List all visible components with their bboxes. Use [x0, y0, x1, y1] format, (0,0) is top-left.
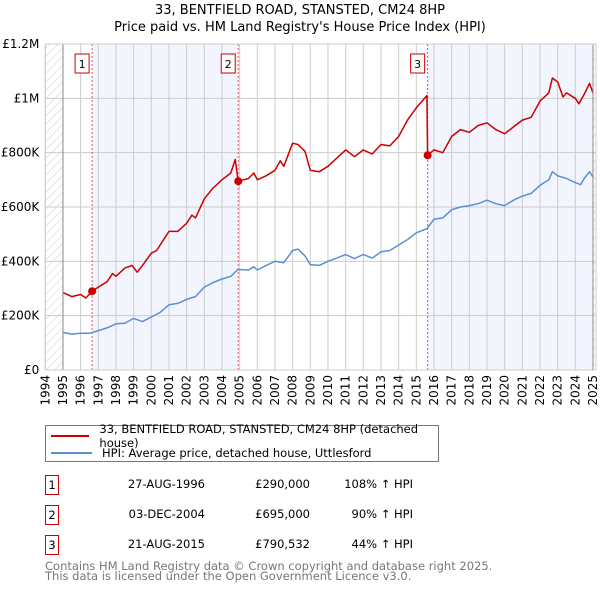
y-tick-label: £400K: [1, 254, 41, 268]
transaction-price: £695,000: [255, 507, 310, 521]
x-tick-label: 2022: [533, 375, 547, 406]
x-tick-label: 2021: [515, 375, 529, 406]
property-price-line: [62, 77, 594, 299]
x-tick-label: 2010: [321, 375, 335, 406]
transaction-hpi: 108% ↑ HPI: [344, 477, 413, 491]
x-tick-label: 2020: [498, 375, 512, 406]
x-tick-label: 2017: [445, 375, 459, 406]
legend-swatch: [51, 435, 90, 437]
transaction-date: 03-DEC-2004: [128, 507, 205, 521]
x-tick-label: 2005: [233, 375, 247, 406]
transaction-row: 2 03-DEC-2004 £695,000 90% ↑ HPI: [45, 505, 465, 525]
x-tick-label: 2007: [268, 375, 282, 406]
footer: Contains HM Land Registry data © Crown c…: [45, 559, 493, 583]
sale-point: [423, 151, 432, 160]
transaction-hpi: 90% ↑ HPI: [351, 507, 413, 521]
x-tick-label: 2012: [356, 375, 370, 406]
x-tick-label: 2008: [286, 375, 300, 406]
x-tick-label: 2019: [480, 375, 494, 406]
legend-label: HPI: Average price, detached house, Uttl…: [102, 446, 372, 460]
x-tick-label: 1996: [74, 375, 88, 406]
transaction-price: £790,532: [255, 537, 310, 551]
sale-number-label: 1: [79, 58, 86, 71]
y-tick-label: £0: [24, 363, 39, 377]
x-tick-label: 1999: [127, 375, 141, 406]
x-tick-label: 2004: [215, 375, 229, 406]
chart-title: 33, BENTFIELD ROAD, STANSTED, CM24 8HP: [154, 3, 446, 18]
x-tick-label: 2013: [374, 375, 388, 406]
sale-number-box: [410, 53, 426, 74]
x-tick-label: 2009: [303, 375, 317, 406]
sale-number-label: 3: [414, 58, 421, 71]
x-tick-label: 2011: [339, 375, 353, 406]
footer-licence: This data is licensed under the Open Gov…: [45, 569, 412, 583]
x-tick-label: 1998: [109, 375, 123, 406]
y-tick-label: £600K: [1, 200, 41, 214]
legend-item-hpi: HPI: Average price, detached house, Uttl…: [46, 445, 372, 461]
x-tick-label: 2003: [197, 375, 211, 406]
transaction-date: 21-AUG-2015: [127, 537, 205, 551]
sale-point: [234, 177, 243, 186]
transaction-number: 1: [45, 475, 59, 495]
transaction-row: 3 21-AUG-2015 £790,532 44% ↑ HPI: [45, 535, 465, 555]
sale-number-label: 2: [225, 58, 232, 71]
x-tick-label: 1994: [38, 375, 52, 406]
sale-number-box: [220, 53, 236, 74]
y-tick-label: £1.2M: [2, 37, 39, 51]
footer-copyright: Contains HM Land Registry data © Crown c…: [45, 559, 493, 573]
sale-point: [88, 287, 97, 296]
x-tick-label: 2025: [586, 375, 600, 406]
chart-subtitle: Price paid vs. HM Land Registry's House …: [114, 20, 486, 35]
x-tick-label: 2006: [250, 375, 264, 406]
x-tick-label: 1995: [56, 375, 70, 406]
x-tick-label: 2016: [427, 375, 441, 406]
y-tick-label: £1M: [14, 91, 40, 105]
x-tick-label: 2023: [551, 375, 565, 406]
legend: 33, BENTFIELD ROAD, STANSTED, CM24 8HP (…: [45, 422, 439, 462]
x-tick-label: 2018: [462, 375, 476, 406]
y-tick-label: £200K: [1, 309, 41, 323]
transaction-number: 2: [45, 505, 59, 525]
x-tick-label: 2000: [144, 375, 158, 406]
transaction-number: 3: [45, 535, 59, 555]
transaction-row: 1 27-AUG-1996 £290,000 108% ↑ HPI: [45, 475, 465, 495]
y-tick-label: £800K: [1, 146, 41, 160]
x-tick-label: 2024: [568, 375, 582, 406]
x-tick-label: 1997: [91, 375, 105, 406]
legend-swatch: [51, 452, 92, 454]
hpi-line: [62, 170, 594, 335]
transaction-date: 27-AUG-1996: [127, 477, 205, 491]
sale-number-box: [74, 53, 90, 74]
x-tick-label: 2015: [409, 375, 423, 406]
transaction-hpi: 44% ↑ HPI: [351, 537, 413, 551]
legend-item-property: 33, BENTFIELD ROAD, STANSTED, CM24 8HP (…: [46, 422, 438, 450]
transaction-price: £290,000: [255, 477, 310, 491]
x-tick-label: 2002: [180, 375, 194, 406]
x-tick-label: 2014: [392, 375, 406, 406]
x-tick-label: 2001: [162, 375, 176, 406]
plot-frame: [44, 43, 597, 371]
legend-label: 33, BENTFIELD ROAD, STANSTED, CM24 8HP (…: [99, 422, 419, 450]
